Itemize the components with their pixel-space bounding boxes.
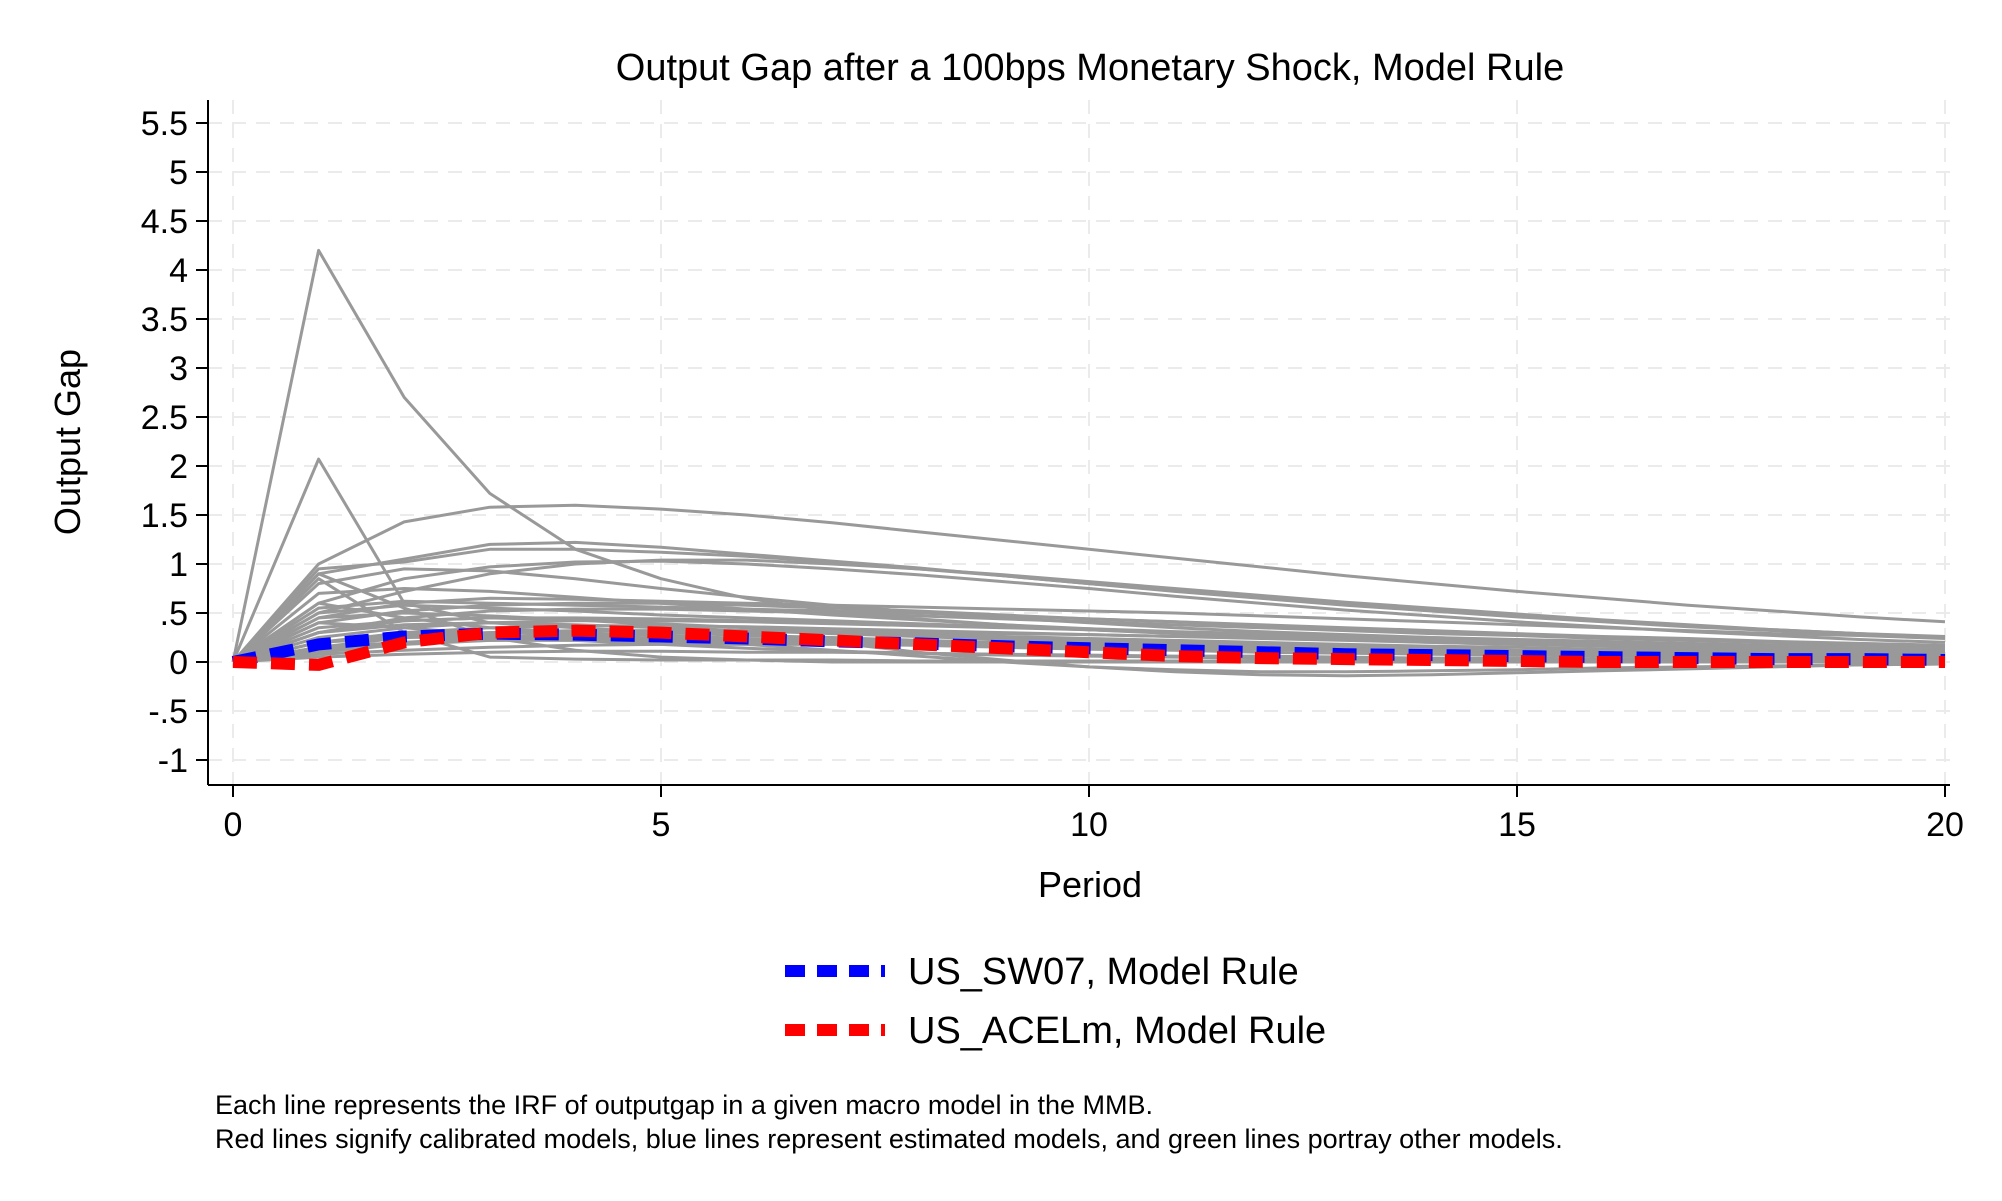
y-tick-label: 4 [169, 252, 188, 290]
gridlines [208, 100, 1950, 785]
y-tick-label: .5 [160, 595, 188, 633]
model-irf-line [231, 248, 1946, 663]
y-tick-label: -.5 [148, 693, 188, 731]
x-tick-label: 5 [652, 806, 671, 844]
y-tick-label: 5 [169, 154, 188, 192]
y-tick-label: 2.5 [141, 399, 188, 437]
axes [207, 100, 1950, 786]
y-tick-label: 1 [169, 546, 188, 584]
legend: US_SW07, Model Rule US_ACELm, Model Rule [785, 951, 1326, 1052]
y-tick-label: -1 [158, 742, 188, 780]
tick-marks: -1 -.5 0 .5 1 1.5 2 2.5 3 3.5 4 4.5 5 5.5 0 5 10 15 20 [141, 105, 1964, 844]
y-axis-label: Output Gap [47, 349, 88, 535]
legend-label-us-sw07: US_SW07, Model Rule [908, 951, 1299, 993]
chart-title: Output Gap after a 100bps Monetary Shock… [616, 47, 1564, 89]
x-tick-label: 0 [224, 806, 243, 844]
model-irf-line [232, 558, 1946, 664]
x-tick-label: 20 [1926, 806, 1964, 844]
x-tick-label: 15 [1498, 806, 1536, 844]
legend-label-us-acelm: US_ACELm, Model Rule [908, 1010, 1326, 1052]
footnote-line-1: Each line represents the IRF of outputga… [215, 1090, 1153, 1120]
model-irf-line [232, 596, 1946, 664]
y-tick-label: 3.5 [141, 301, 188, 339]
model-irf-line [232, 607, 1946, 664]
footnote-line-2: Red lines signify calibrated models, blu… [215, 1124, 1563, 1154]
y-tick-label: 4.5 [141, 203, 188, 241]
series-line-us-acelm [232, 624, 1945, 671]
y-tick-label: 2 [169, 448, 188, 486]
y-tick-label: 5.5 [141, 105, 188, 143]
x-tick-label: 10 [1070, 806, 1108, 844]
x-axis-label: Period [1038, 864, 1142, 905]
y-tick-label: 3 [169, 350, 188, 388]
y-tick-label: 1.5 [141, 497, 188, 535]
y-tick-label: 0 [169, 644, 188, 682]
model-irf-line [231, 503, 1946, 663]
highlighted-series [231, 624, 1946, 671]
